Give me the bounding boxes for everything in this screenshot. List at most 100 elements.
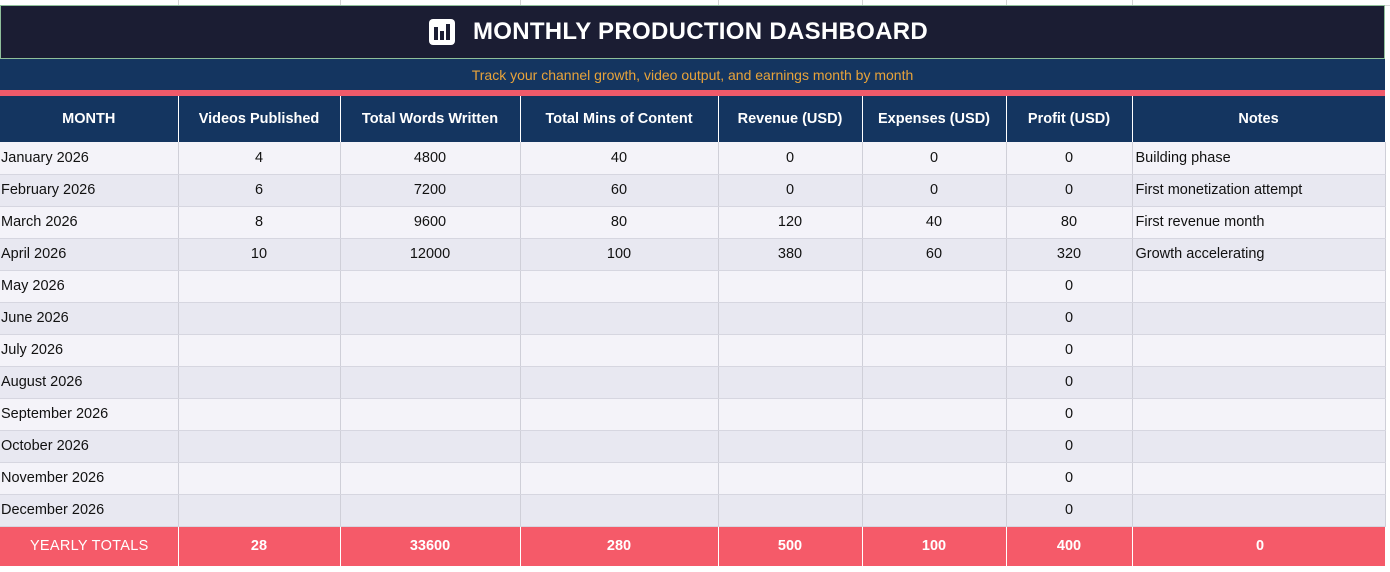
expenses-cell[interactable]: 60 bbox=[862, 238, 1007, 271]
total-revenue-cell[interactable]: 500 bbox=[718, 526, 863, 566]
mins-cell[interactable] bbox=[520, 462, 719, 495]
notes-cell[interactable] bbox=[1132, 494, 1386, 527]
column-header-videos[interactable]: Videos Published bbox=[178, 96, 341, 142]
expenses-cell[interactable]: 0 bbox=[862, 174, 1007, 207]
revenue-cell[interactable] bbox=[718, 430, 863, 463]
revenue-cell[interactable]: 380 bbox=[718, 238, 863, 271]
words-cell[interactable]: 7200 bbox=[340, 174, 521, 207]
expenses-cell[interactable] bbox=[862, 462, 1007, 495]
expenses-cell[interactable] bbox=[862, 398, 1007, 431]
revenue-cell[interactable] bbox=[718, 334, 863, 367]
revenue-cell[interactable]: 120 bbox=[718, 206, 863, 239]
notes-cell[interactable] bbox=[1132, 398, 1386, 431]
column-header-revenue[interactable]: Revenue (USD) bbox=[718, 96, 863, 142]
words-cell[interactable] bbox=[340, 398, 521, 431]
expenses-cell[interactable] bbox=[862, 494, 1007, 527]
profit-cell[interactable]: 0 bbox=[1006, 270, 1133, 303]
mins-cell[interactable] bbox=[520, 494, 719, 527]
videos-cell[interactable]: 4 bbox=[178, 142, 341, 175]
words-cell[interactable] bbox=[340, 430, 521, 463]
words-cell[interactable] bbox=[340, 334, 521, 367]
words-cell[interactable] bbox=[340, 270, 521, 303]
mins-cell[interactable]: 80 bbox=[520, 206, 719, 239]
profit-cell[interactable]: 0 bbox=[1006, 494, 1133, 527]
expenses-cell[interactable]: 0 bbox=[862, 142, 1007, 175]
notes-cell[interactable] bbox=[1132, 270, 1386, 303]
expenses-cell[interactable] bbox=[862, 302, 1007, 335]
notes-cell[interactable]: First monetization attempt bbox=[1132, 174, 1386, 207]
notes-cell[interactable]: First revenue month bbox=[1132, 206, 1386, 239]
column-header-mins[interactable]: Total Mins of Content bbox=[520, 96, 719, 142]
words-cell[interactable]: 12000 bbox=[340, 238, 521, 271]
notes-cell[interactable] bbox=[1132, 430, 1386, 463]
profit-cell[interactable]: 80 bbox=[1006, 206, 1133, 239]
total-mins-cell[interactable]: 280 bbox=[520, 526, 719, 566]
expenses-cell[interactable]: 40 bbox=[862, 206, 1007, 239]
revenue-cell[interactable] bbox=[718, 302, 863, 335]
subtitle-banner[interactable]: Track your channel growth, video output,… bbox=[0, 59, 1385, 90]
mins-cell[interactable] bbox=[520, 366, 719, 399]
month-cell[interactable]: January 2026 bbox=[0, 142, 179, 175]
column-header-month[interactable]: MONTH bbox=[0, 96, 179, 142]
month-cell[interactable]: April 2026 bbox=[0, 238, 179, 271]
expenses-cell[interactable] bbox=[862, 430, 1007, 463]
words-cell[interactable] bbox=[340, 494, 521, 527]
month-cell[interactable]: September 2026 bbox=[0, 398, 179, 431]
videos-cell[interactable] bbox=[178, 334, 341, 367]
videos-cell[interactable] bbox=[178, 462, 341, 495]
month-cell[interactable]: March 2026 bbox=[0, 206, 179, 239]
profit-cell[interactable]: 0 bbox=[1006, 430, 1133, 463]
total-words-cell[interactable]: 33600 bbox=[340, 526, 521, 566]
profit-cell[interactable]: 0 bbox=[1006, 174, 1133, 207]
revenue-cell[interactable] bbox=[718, 494, 863, 527]
mins-cell[interactable] bbox=[520, 398, 719, 431]
profit-cell[interactable]: 0 bbox=[1006, 302, 1133, 335]
words-cell[interactable]: 9600 bbox=[340, 206, 521, 239]
revenue-cell[interactable]: 0 bbox=[718, 142, 863, 175]
month-cell[interactable]: February 2026 bbox=[0, 174, 179, 207]
videos-cell[interactable] bbox=[178, 430, 341, 463]
notes-cell[interactable]: Building phase bbox=[1132, 142, 1386, 175]
videos-cell[interactable] bbox=[178, 398, 341, 431]
mins-cell[interactable] bbox=[520, 334, 719, 367]
notes-cell[interactable] bbox=[1132, 462, 1386, 495]
expenses-cell[interactable] bbox=[862, 366, 1007, 399]
mins-cell[interactable]: 60 bbox=[520, 174, 719, 207]
words-cell[interactable] bbox=[340, 302, 521, 335]
total-videos-cell[interactable]: 28 bbox=[178, 526, 341, 566]
revenue-cell[interactable] bbox=[718, 462, 863, 495]
dashboard-title-banner[interactable]: MONTHLY PRODUCTION DASHBOARD bbox=[0, 5, 1385, 59]
mins-cell[interactable] bbox=[520, 270, 719, 303]
revenue-cell[interactable]: 0 bbox=[718, 174, 863, 207]
words-cell[interactable] bbox=[340, 366, 521, 399]
videos-cell[interactable] bbox=[178, 302, 341, 335]
revenue-cell[interactable] bbox=[718, 270, 863, 303]
mins-cell[interactable] bbox=[520, 302, 719, 335]
revenue-cell[interactable] bbox=[718, 398, 863, 431]
column-header-words[interactable]: Total Words Written bbox=[340, 96, 521, 142]
revenue-cell[interactable] bbox=[718, 366, 863, 399]
notes-cell[interactable]: Growth accelerating bbox=[1132, 238, 1386, 271]
notes-cell[interactable] bbox=[1132, 334, 1386, 367]
videos-cell[interactable]: 6 bbox=[178, 174, 341, 207]
words-cell[interactable] bbox=[340, 462, 521, 495]
videos-cell[interactable] bbox=[178, 270, 341, 303]
month-cell[interactable]: October 2026 bbox=[0, 430, 179, 463]
column-header-profit[interactable]: Profit (USD) bbox=[1006, 96, 1133, 142]
notes-cell[interactable] bbox=[1132, 302, 1386, 335]
words-cell[interactable]: 4800 bbox=[340, 142, 521, 175]
mins-cell[interactable]: 100 bbox=[520, 238, 719, 271]
profit-cell[interactable]: 0 bbox=[1006, 366, 1133, 399]
videos-cell[interactable] bbox=[178, 366, 341, 399]
profit-cell[interactable]: 0 bbox=[1006, 462, 1133, 495]
expenses-cell[interactable] bbox=[862, 334, 1007, 367]
month-cell[interactable]: November 2026 bbox=[0, 462, 179, 495]
videos-cell[interactable]: 8 bbox=[178, 206, 341, 239]
month-cell[interactable]: July 2026 bbox=[0, 334, 179, 367]
column-header-expenses[interactable]: Expenses (USD) bbox=[862, 96, 1007, 142]
profit-cell[interactable]: 0 bbox=[1006, 334, 1133, 367]
videos-cell[interactable]: 10 bbox=[178, 238, 341, 271]
profit-cell[interactable]: 320 bbox=[1006, 238, 1133, 271]
notes-cell[interactable] bbox=[1132, 366, 1386, 399]
profit-cell[interactable]: 0 bbox=[1006, 142, 1133, 175]
